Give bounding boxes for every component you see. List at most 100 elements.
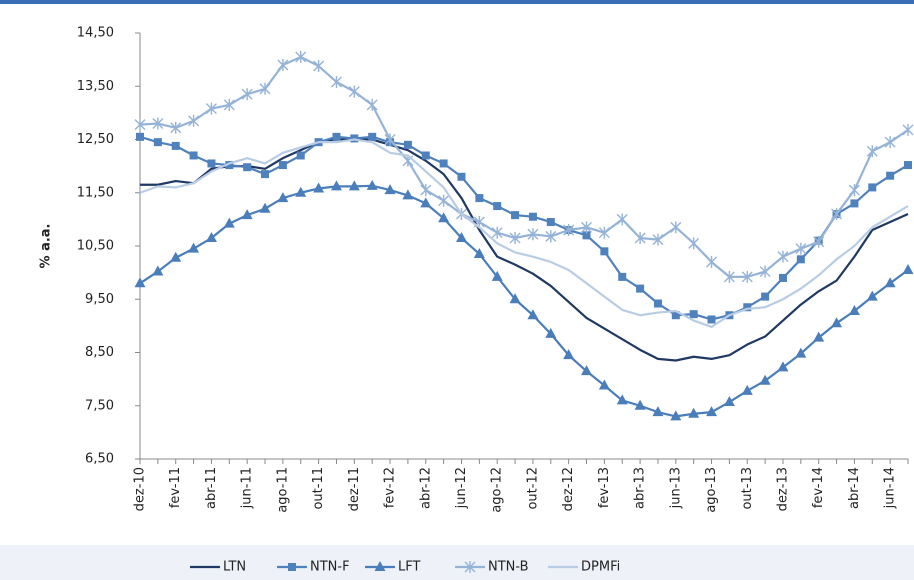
marker-triangle	[795, 347, 807, 358]
marker-square	[332, 132, 341, 141]
marker-square	[207, 159, 216, 168]
legend-item: LFT	[365, 560, 420, 575]
marker-square	[868, 183, 877, 192]
marker-square	[582, 231, 591, 240]
marker-star	[384, 133, 396, 146]
x-tick-label: abr-14	[847, 467, 862, 509]
marker-triangle	[902, 263, 914, 274]
marker-star	[706, 255, 718, 268]
marker-square	[136, 132, 144, 141]
marker-square	[153, 138, 162, 147]
x-tick-label: jun-12	[454, 467, 469, 509]
marker-triangle	[884, 277, 896, 288]
legend-item: NTN-B	[455, 560, 529, 575]
marker-square	[546, 218, 555, 227]
legend-item: NTN-F	[277, 560, 350, 575]
marker-triangle	[455, 232, 467, 243]
marker-square	[653, 299, 662, 308]
marker-star	[741, 270, 753, 283]
x-tick-label: ago-12	[490, 467, 505, 513]
x-tick-label: dez-11	[347, 467, 362, 511]
marker-star	[205, 102, 217, 115]
marker-triangle	[223, 217, 235, 228]
marker-star	[866, 145, 878, 158]
y-tick-label: 8,50	[85, 345, 114, 360]
marker-square	[850, 199, 859, 208]
y-axis-label: % a.a.	[39, 224, 54, 269]
legend-label: LTN	[223, 560, 246, 575]
marker-star	[348, 85, 360, 98]
marker-triangle	[616, 394, 628, 405]
marker-star	[170, 121, 182, 134]
marker-triangle	[188, 242, 200, 253]
marker-triangle	[366, 179, 378, 190]
marker-square	[296, 151, 305, 160]
x-tick-label: dez-12	[561, 467, 576, 511]
marker-triangle	[545, 327, 557, 338]
marker-square	[457, 172, 466, 181]
y-tick-label: 13,50	[77, 79, 114, 94]
marker-square	[225, 161, 234, 170]
marker-triangle	[402, 189, 414, 200]
y-tick-label: 7,50	[85, 398, 114, 413]
marker-square	[403, 140, 412, 149]
marker-square	[243, 163, 252, 172]
marker-triangle	[581, 365, 593, 376]
marker-star	[813, 235, 825, 248]
marker-triangle	[706, 406, 718, 417]
marker-triangle	[348, 180, 360, 191]
marker-square	[421, 151, 430, 160]
marker-square	[618, 272, 627, 281]
marker-square	[475, 194, 484, 203]
legend-band	[0, 545, 914, 580]
marker-triangle	[723, 396, 735, 407]
marker-star	[616, 213, 628, 226]
marker-star	[241, 88, 253, 101]
marker-square	[288, 563, 296, 571]
marker-star	[598, 226, 610, 239]
x-tick-label: jun-14	[883, 467, 898, 509]
x-tick-label: jun-11	[240, 467, 255, 509]
marker-square	[904, 161, 912, 170]
y-tick-label: 14,50	[77, 26, 114, 41]
marker-star	[464, 561, 476, 573]
x-tick-label: jun-13	[668, 467, 683, 509]
marker-triangle	[759, 374, 771, 385]
marker-square	[636, 284, 645, 293]
marker-star	[652, 233, 664, 246]
marker-star	[848, 184, 860, 197]
y-tick-label: 12,50	[77, 132, 114, 147]
marker-triangle	[170, 251, 182, 262]
marker-star	[831, 208, 843, 221]
marker-triangle	[205, 232, 217, 243]
marker-star	[723, 270, 735, 283]
marker-star	[634, 232, 646, 245]
marker-star	[259, 82, 271, 95]
marker-star	[527, 228, 539, 241]
marker-square	[743, 303, 752, 312]
marker-triangle	[152, 265, 164, 276]
marker-star	[777, 250, 789, 263]
marker-square	[796, 255, 805, 264]
marker-star	[420, 184, 432, 197]
marker-triangle	[831, 317, 843, 328]
y-tick-label: 10,50	[77, 239, 114, 254]
marker-triangle	[634, 399, 646, 410]
marker-triangle	[848, 304, 860, 315]
marker-star	[688, 237, 700, 250]
x-tick-label: abr-13	[633, 467, 648, 509]
marker-square	[707, 315, 716, 324]
marker-triangle	[563, 349, 575, 360]
marker-square	[689, 310, 698, 319]
marker-square	[439, 159, 448, 168]
marker-square	[171, 141, 180, 150]
marker-triangle	[313, 182, 325, 193]
marker-square	[278, 161, 287, 170]
marker-star	[223, 98, 235, 111]
marker-star	[509, 232, 521, 245]
marker-star	[902, 123, 914, 136]
marker-star	[884, 136, 896, 149]
x-tick-label: fev-11	[168, 467, 183, 508]
